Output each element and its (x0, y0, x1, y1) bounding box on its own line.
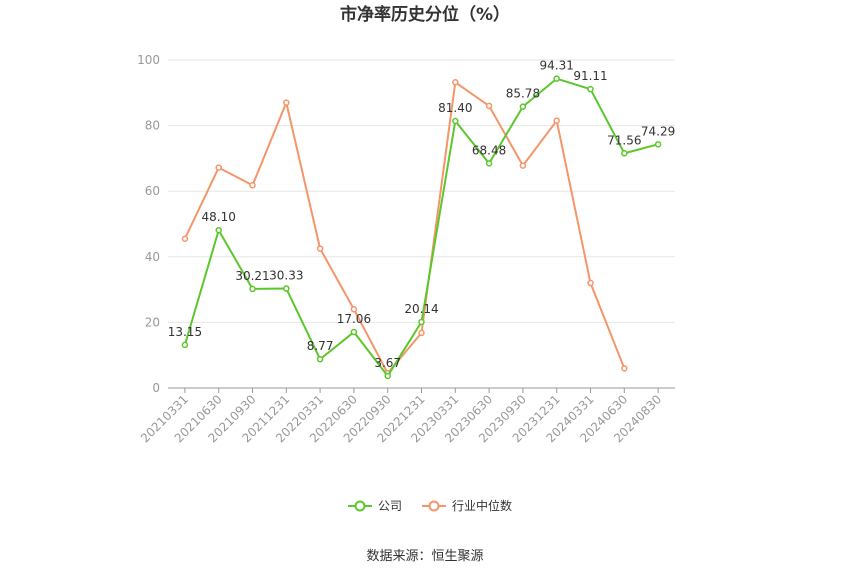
data-point (181, 235, 189, 243)
y-tick-label: 60 (145, 184, 160, 198)
legend[interactable]: 公司 行业中位数 (348, 498, 512, 513)
data-label: 13.15 (168, 325, 202, 339)
data-point (215, 226, 222, 234)
data-point (181, 341, 189, 349)
data-label: 30.33 (269, 269, 303, 283)
data-label: 20.14 (404, 302, 438, 316)
legend-label: 行业中位数 (452, 498, 512, 513)
y-tick-label: 20 (145, 315, 160, 329)
data-point (485, 102, 493, 110)
y-tick-label: 40 (145, 250, 160, 264)
data-point (621, 365, 628, 372)
data-label: 94.31 (540, 59, 574, 73)
data-point (316, 355, 324, 363)
data-point (519, 103, 527, 110)
data-point (384, 372, 391, 380)
data-point (350, 328, 358, 336)
chart-title: 市净率历史分位（%） (340, 4, 510, 25)
data-label: 48.10 (202, 210, 236, 224)
source-note: 数据来源：恒生聚源 (366, 549, 483, 564)
data-point (316, 245, 324, 252)
data-point (350, 306, 358, 313)
data-point (249, 285, 256, 293)
data-point (418, 329, 425, 337)
legend-swatch-marker (354, 500, 366, 512)
y-tick-label: 100 (137, 53, 160, 67)
legend-label: 公司 (378, 499, 402, 513)
data-label: 71.56 (607, 133, 641, 147)
data-label: 3.67 (374, 356, 401, 370)
x-axis: 2021033120210630202109302021123120220331… (138, 387, 675, 445)
data-point (283, 285, 290, 292)
data-point (452, 79, 459, 86)
data-label: 17.06 (337, 312, 371, 326)
data-point (553, 117, 560, 124)
legend-swatch-marker (428, 500, 440, 512)
y-tick-label: 0 (152, 381, 160, 395)
data-point (452, 117, 459, 125)
data-label: 8.77 (307, 339, 334, 353)
data-point (621, 150, 628, 157)
data-point (418, 318, 425, 326)
y-tick-label: 80 (145, 119, 160, 133)
data-label: 30.21 (235, 269, 269, 283)
series-lines (181, 75, 662, 380)
data-point (587, 85, 594, 93)
data-label: 91.11 (573, 69, 607, 83)
data-point (519, 162, 527, 169)
data-point (485, 160, 493, 167)
data-point (215, 164, 222, 171)
data-label: 68.48 (472, 143, 506, 157)
data-point (553, 75, 560, 82)
data-point (249, 182, 256, 189)
data-label: 74.29 (641, 124, 675, 138)
y-axis: 0 20 40 60 80 100 (137, 53, 160, 395)
data-point (283, 99, 290, 106)
data-point (654, 141, 662, 148)
data-point (587, 279, 594, 287)
grid-lines (168, 59, 675, 323)
data-label: 85.78 (506, 87, 540, 101)
series-line (183, 81, 626, 375)
data-label: 81.40 (438, 101, 472, 115)
